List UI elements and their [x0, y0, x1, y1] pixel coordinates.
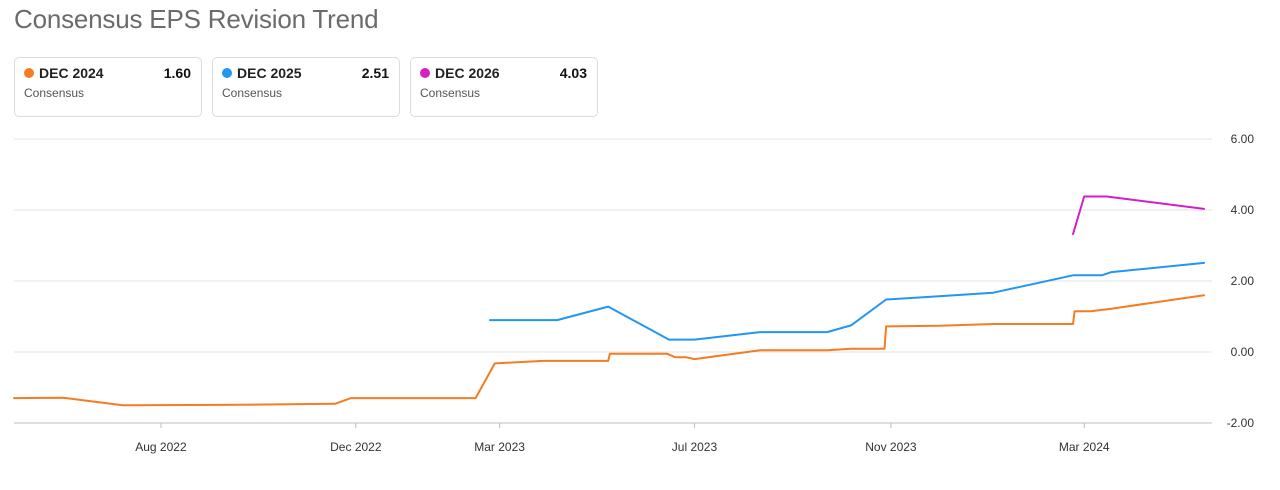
y-tick-label: 6.00 [1231, 132, 1255, 146]
dot-icon [24, 68, 34, 78]
legend-card-dec-2025[interactable]: DEC 2025 2.51 Consensus [212, 57, 400, 117]
x-tick-label: Aug 2022 [135, 440, 187, 454]
series-value: 2.51 [361, 65, 389, 81]
series-label: DEC 2026 [435, 65, 500, 81]
x-tick-label: Jul 2023 [672, 440, 718, 454]
x-tick-label: Nov 2023 [865, 440, 917, 454]
series-label: DEC 2025 [237, 65, 302, 81]
y-tick-label: 2.00 [1231, 274, 1255, 288]
dot-icon [222, 68, 232, 78]
series-subtitle: Consensus [24, 86, 85, 100]
series-line-dec-2026 [1072, 195, 1205, 236]
series-label: DEC 2024 [39, 65, 104, 81]
y-tick-label: 4.00 [1231, 203, 1255, 217]
legend-card-dec-2026[interactable]: DEC 2026 4.03 Consensus [410, 57, 598, 117]
series-subtitle: Consensus [222, 86, 283, 100]
y-tick-label: -2.00 [1227, 416, 1255, 430]
x-tick-label: Mar 2023 [474, 440, 525, 454]
legend-cards: DEC 2024 1.60 Consensus DEC 2025 2.51 Co… [14, 57, 598, 117]
series-subtitle: Consensus [420, 86, 481, 100]
series-line-dec-2025 [489, 261, 1205, 341]
series-line-dec-2024 [13, 294, 1205, 407]
series-value: 1.60 [163, 65, 191, 81]
series-value: 4.03 [559, 65, 587, 81]
x-tick-label: Mar 2024 [1059, 440, 1110, 454]
dot-icon [420, 68, 430, 78]
chart-title: Consensus EPS Revision Trend [14, 4, 379, 34]
x-tick-label: Dec 2022 [330, 440, 382, 454]
y-tick-label: 0.00 [1231, 345, 1255, 359]
legend-card-dec-2024[interactable]: DEC 2024 1.60 Consensus [14, 57, 202, 117]
